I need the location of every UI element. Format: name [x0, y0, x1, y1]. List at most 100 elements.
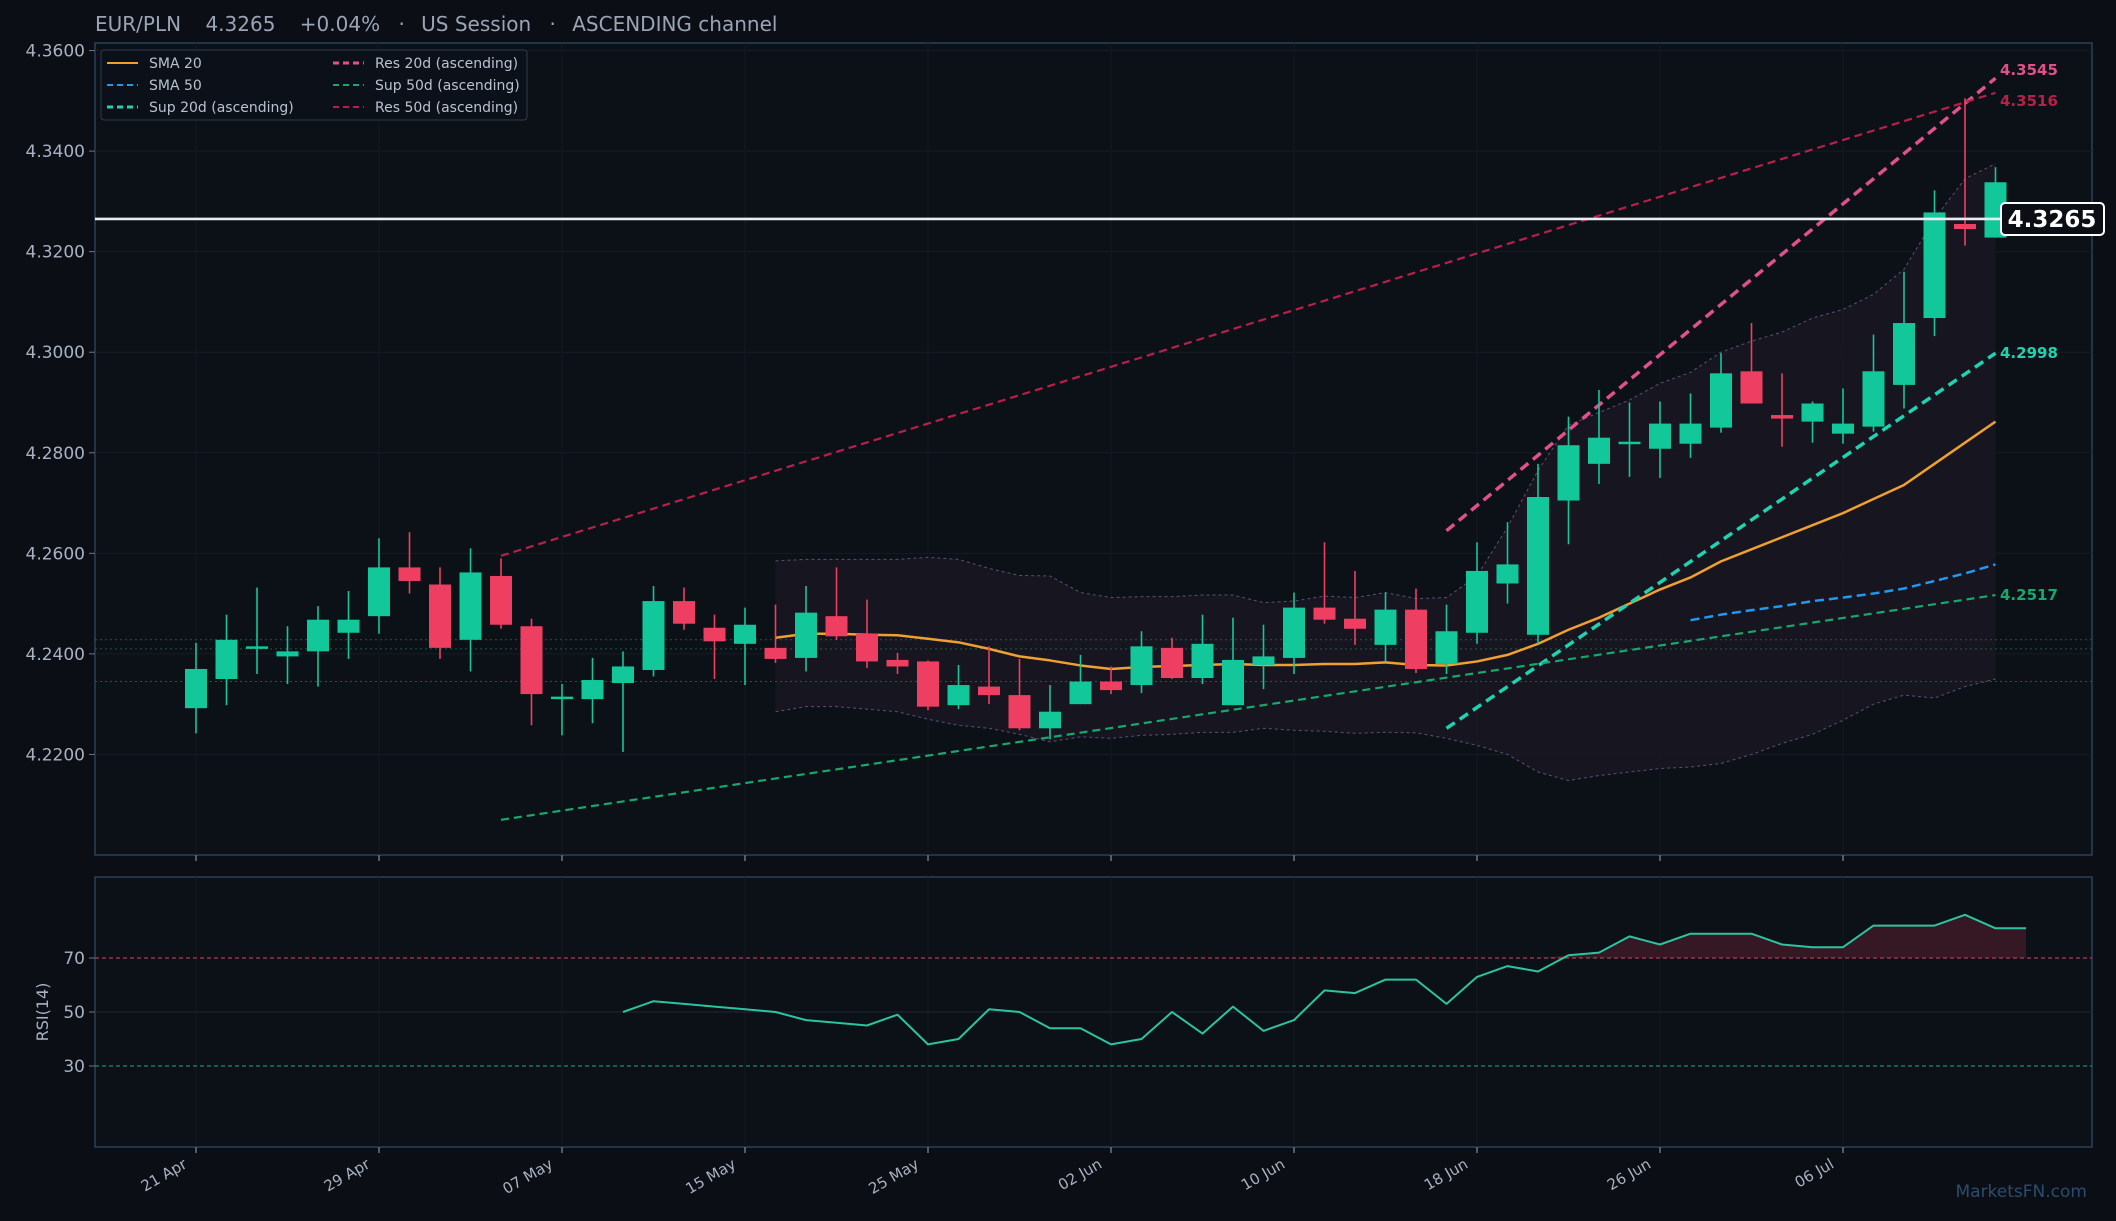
candle-body [703, 627, 726, 642]
header-sep-2: · [550, 12, 556, 36]
candlesticks [185, 98, 2007, 752]
candle-body [1618, 441, 1641, 445]
candle-body [1801, 403, 1824, 422]
trendline-label: 4.2517 [2000, 586, 2058, 604]
candle-body [886, 659, 909, 667]
candle-body [734, 624, 756, 644]
candle-body [1527, 497, 1549, 635]
price-tick-label: 4.3000 [26, 343, 85, 363]
rsi-tick-label: 30 [63, 1057, 85, 1077]
candle-body [185, 668, 207, 709]
candle-body [1313, 607, 1336, 620]
candle-body [1008, 695, 1031, 729]
sma50-line [1690, 563, 1996, 622]
legend-entry: Sup 50d (ascending) [375, 78, 520, 94]
candle-body [246, 646, 268, 649]
candle-body [1893, 323, 1915, 385]
chart-header: EUR/PLN 4.3265 +0.04% · US Session · ASC… [95, 12, 777, 36]
candle-body [429, 584, 451, 648]
candle-body [642, 601, 665, 670]
candle-body [1496, 564, 1519, 584]
candle-body [459, 572, 482, 640]
candle-body [1466, 570, 1488, 633]
candle-body [1191, 643, 1214, 679]
candle-body [215, 639, 238, 680]
rsi-tick-label: 70 [63, 949, 85, 969]
header-change: +0.04% [300, 12, 380, 36]
legend-entry: SMA 50 [149, 78, 202, 94]
trendline [500, 593, 1996, 821]
price-tick-label: 4.3400 [26, 142, 85, 162]
trendline-label: 4.3516 [2000, 92, 2058, 110]
candle-body [1405, 609, 1427, 669]
candle-body [1954, 224, 1976, 230]
header-price: 4.3265 [205, 12, 275, 36]
price-axis: 4.2200 4.2400 4.2600 4.2800 4.3000 4.3200 4.34… [26, 42, 95, 765]
bollinger-fill [775, 163, 1996, 781]
candle-body [276, 651, 299, 657]
candle-body [551, 696, 573, 700]
watermark: MarketsFN.com [1955, 1182, 2087, 1202]
candle-body [1161, 647, 1183, 679]
candle-body [1679, 423, 1702, 444]
candle-body [1649, 423, 1671, 449]
rsi-panel: 30 50 70 RSI(14) [33, 876, 2093, 1148]
candle-body [1252, 656, 1275, 665]
candle-body [1923, 212, 1946, 319]
candle-body [795, 612, 817, 658]
candle-body [1130, 646, 1153, 686]
trendline [1445, 76, 1997, 533]
price-tick-label: 4.3200 [26, 243, 85, 263]
last-price-box [2000, 201, 2105, 236]
candle-body [947, 685, 970, 706]
price-tick-label: 4.2200 [26, 745, 85, 765]
header-sep-1: · [398, 12, 404, 36]
candle-body [1283, 607, 1305, 658]
sma20-line [775, 420, 1997, 671]
candle-body [673, 601, 695, 624]
candle-body [764, 647, 787, 659]
candle-body [398, 567, 421, 581]
candle-body [1039, 711, 1061, 729]
candle-body [1588, 437, 1610, 464]
rsi-tick-label: 50 [63, 1003, 85, 1023]
candle-body [490, 575, 512, 625]
legend-box [100, 49, 528, 121]
moving-averages [775, 420, 1997, 671]
legend-entry: Sup 20d (ascending) [149, 100, 294, 116]
candle-body [337, 619, 360, 633]
legend-entry: Res 50d (ascending) [375, 100, 518, 116]
rsi-line [622, 913, 2026, 1046]
candle-body [856, 633, 878, 662]
candle-body [1100, 681, 1122, 691]
candle-body [1710, 373, 1732, 428]
last-price-line: 4.3265 [95, 201, 2105, 236]
candle-body [520, 626, 543, 695]
trendline-label: 4.2998 [2000, 344, 2058, 362]
price-tick-label: 4.2400 [26, 645, 85, 665]
candle-body [1069, 681, 1092, 705]
bollinger-lower [775, 678, 1996, 782]
candle-body [1222, 659, 1244, 706]
last-price-label: 4.3265 [2008, 207, 2097, 233]
candle-body [612, 666, 634, 684]
candle-body [1557, 445, 1580, 501]
candle-body [825, 616, 848, 637]
candle-body [307, 619, 329, 652]
legend-entry: SMA 20 [149, 56, 202, 72]
rsi-axis-label: RSI(14) [33, 983, 52, 1042]
trendlines: 4.2998 4.3545 4.2517 4.3516 [500, 61, 2058, 821]
candle-body [1832, 423, 1854, 434]
price-tick-label: 4.2800 [26, 444, 85, 464]
price-tick-label: 4.3600 [26, 42, 85, 62]
legend-entry: Res 20d (ascending) [375, 56, 518, 72]
trendline [500, 91, 1996, 557]
candle-body [1374, 609, 1397, 645]
candle-body [1771, 415, 1793, 419]
header-pattern: ASCENDING channel [572, 12, 777, 36]
trendline-label: 4.3545 [2000, 61, 2058, 79]
candle-body [978, 686, 1000, 696]
price-tick-label: 4.2600 [26, 544, 85, 564]
